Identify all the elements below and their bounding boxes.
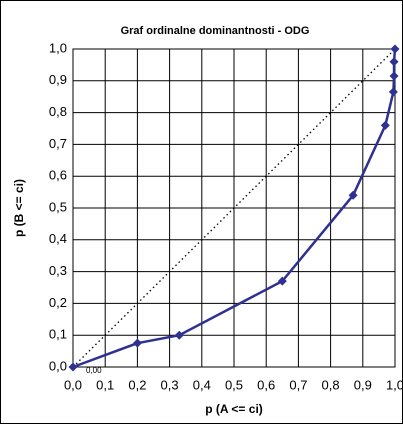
diagonal-reference xyxy=(72,48,396,368)
x-tick-label: 0,3 xyxy=(161,377,179,392)
y-axis-label: p (B <= ci) xyxy=(12,179,26,237)
y-tick-label: 0,1 xyxy=(49,327,67,342)
x-tick-label: 0,4 xyxy=(193,377,211,392)
y-tick-label: 0,4 xyxy=(49,231,67,246)
data-point xyxy=(132,338,142,348)
x-tick-label: 0,9 xyxy=(354,377,372,392)
plot-border xyxy=(72,48,396,368)
x-axis-label: p (A <= ci) xyxy=(205,402,263,416)
x-tick-label: 0,2 xyxy=(128,377,146,392)
x-tick-label: 0,0 xyxy=(64,377,82,392)
y-tick-label: 0,5 xyxy=(49,199,67,214)
x-tick-label: 0,6 xyxy=(257,377,275,392)
y-tick-label: 0,8 xyxy=(49,104,67,119)
annotation: 0,00 xyxy=(86,366,102,375)
data-point xyxy=(348,190,358,200)
x-tick-label: 0,7 xyxy=(289,377,307,392)
data-point xyxy=(380,120,390,130)
x-tick-label: 0,1 xyxy=(96,377,114,392)
y-tick-label: 0,0 xyxy=(49,358,67,373)
y-tick-label: 0,9 xyxy=(49,72,67,87)
x-tick-label: 1,0 xyxy=(386,377,403,392)
y-tick-label: 0,2 xyxy=(49,295,67,310)
data-point xyxy=(277,276,287,286)
x-tick-label: 0,8 xyxy=(322,377,340,392)
data-point xyxy=(389,71,399,81)
data-point xyxy=(174,330,184,340)
data-point xyxy=(390,44,400,54)
y-tick-label: 0,3 xyxy=(49,263,67,278)
data-point xyxy=(389,57,399,67)
series-line xyxy=(72,48,397,369)
y-tick-label: 0,7 xyxy=(49,136,67,151)
y-tick-label: 0,6 xyxy=(49,168,67,183)
x-tick-label: 0,5 xyxy=(225,377,243,392)
data-point xyxy=(388,87,398,97)
data-point xyxy=(68,362,78,372)
y-tick-label: 1,0 xyxy=(49,40,67,55)
chart-title: Graf ordinalne dominantnosti - ODG xyxy=(121,25,310,37)
